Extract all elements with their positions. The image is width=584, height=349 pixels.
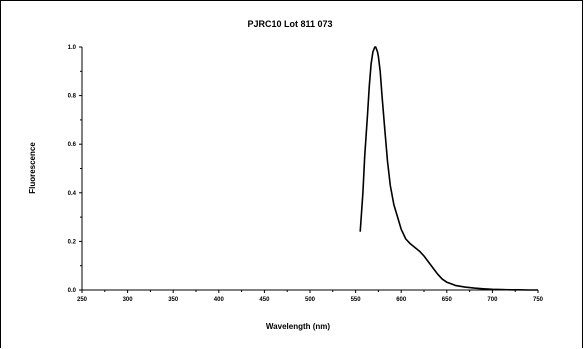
- x-tick-label: 500: [305, 297, 316, 303]
- x-tick-label: 300: [123, 297, 134, 303]
- emission-curve: [359, 46, 538, 291]
- y-tick-label: 0.6: [68, 142, 77, 148]
- x-tick-label: 400: [214, 297, 225, 303]
- x-tick-label: 650: [442, 297, 453, 303]
- y-tick-label: 1.0: [68, 45, 77, 51]
- y-axis-label: Fluorescence: [28, 142, 37, 194]
- x-tick-label: 700: [487, 297, 498, 303]
- y-tick-label: 0.0: [68, 288, 77, 294]
- y-tick-label: 0.2: [68, 239, 77, 245]
- x-tick-label: 750: [533, 297, 544, 303]
- y-axis: 0.0 0.2 0.4 0.6 0.8 1.0: [68, 45, 83, 294]
- chart-title: PJRC10 Lot 811 073: [247, 19, 332, 29]
- x-tick-label: 350: [168, 297, 179, 303]
- x-tick-label: 450: [259, 297, 270, 303]
- x-axis-label: Wavelength (nm): [266, 322, 330, 331]
- x-tick-label: 600: [396, 297, 407, 303]
- x-tick-label: 250: [77, 297, 88, 303]
- x-axis: 250 300 350 400 450 500 550 600 650 700 750: [77, 289, 544, 303]
- x-tick-label: 550: [351, 297, 362, 303]
- y-tick-label: 0.8: [68, 94, 77, 100]
- y-tick-label: 0.4: [68, 191, 77, 197]
